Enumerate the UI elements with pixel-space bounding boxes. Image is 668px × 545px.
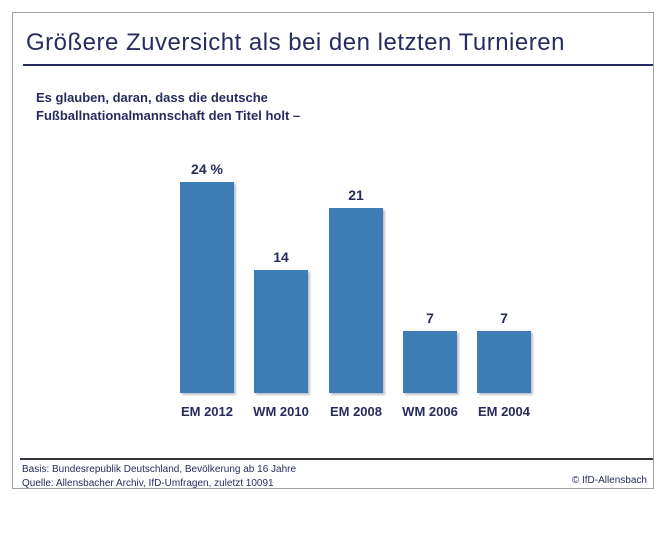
bar — [329, 208, 383, 393]
chart-subtitle: Es glauben, daran, dass die deutsche Fuß… — [36, 89, 300, 125]
footer-copyright: © IfD-Allensbach — [571, 475, 647, 486]
chart-subtitle-line1: Es glauben, daran, dass die deutsche — [36, 90, 268, 105]
bar-value-label: 7 — [500, 310, 508, 326]
bar-category-label: WM 2006 — [402, 404, 458, 419]
title-rule — [23, 64, 653, 66]
bar — [477, 331, 531, 393]
bar — [403, 331, 457, 393]
bar-value-label: 24 % — [191, 161, 223, 177]
bar-value-label: 7 — [426, 310, 434, 326]
chart-subtitle-line2: Fußballnationalmannschaft den Titel holt… — [36, 108, 301, 123]
footer-source: Basis: Bundesrepublik Deutschland, Bevöl… — [22, 463, 296, 490]
bar-category-label: EM 2004 — [477, 404, 531, 419]
bar-chart: 24 % EM 2012 14 WM 2010 21 EM 2008 7 WM 2006 7 EM… — [13, 13, 653, 488]
bar-category-label: EM 2008 — [329, 404, 383, 419]
slide-frame: Größere Zuversicht als bei den letzten T… — [12, 12, 654, 489]
footer-quelle: Quelle: Allensbacher Archiv, IfD-Umfrage… — [22, 477, 274, 489]
bar — [254, 270, 308, 393]
footer-basis: Basis: Bundesrepublik Deutschland, Bevöl… — [22, 464, 297, 475]
bar-value-label: 14 — [273, 249, 289, 265]
bar-category-label: WM 2010 — [253, 404, 309, 419]
footer-rule — [20, 458, 653, 460]
bar-category-label: EM 2012 — [180, 404, 234, 419]
slide-title: Größere Zuversicht als bei den letzten T… — [26, 29, 565, 56]
bar — [180, 182, 234, 393]
bar-value-label: 21 — [348, 187, 364, 203]
